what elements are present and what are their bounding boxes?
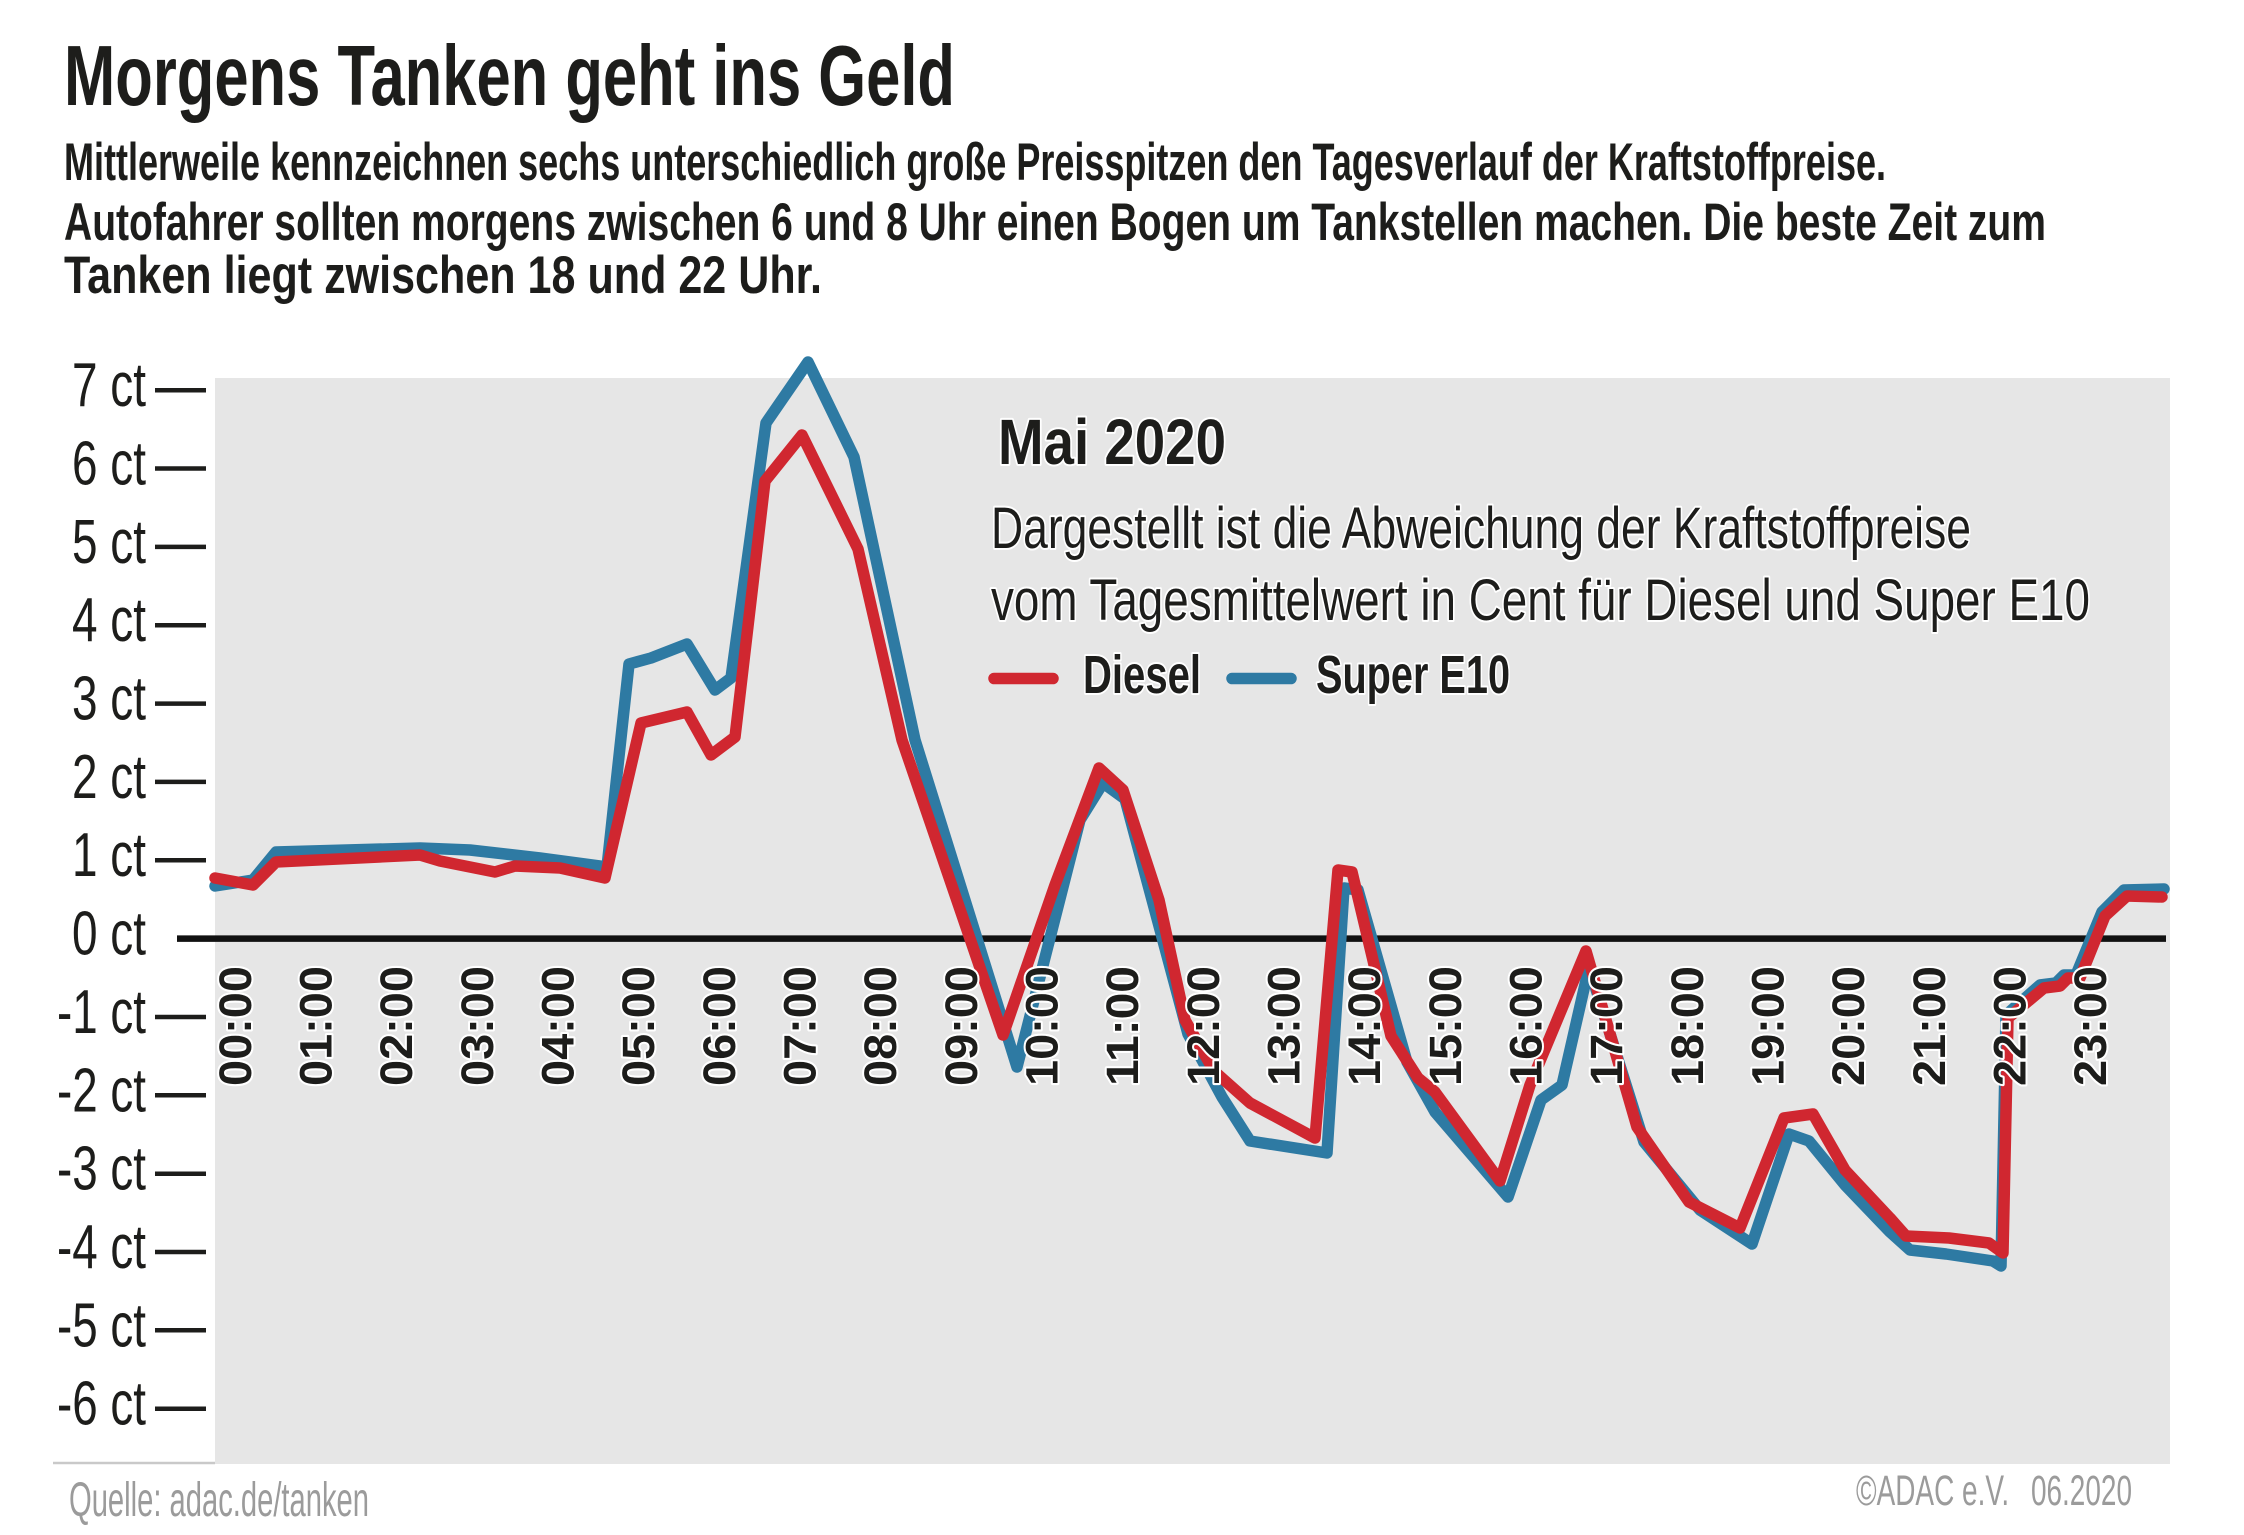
- svg-text:5 ct: 5 ct: [72, 508, 146, 577]
- svg-text:vom Tagesmittelwert in Cent fü: vom Tagesmittelwert in Cent für Diesel u…: [991, 568, 2090, 633]
- svg-text:18:00: 18:00: [1662, 966, 1713, 1086]
- svg-text:05:00: 05:00: [613, 966, 664, 1086]
- svg-text:Tanken liegt zwischen 18 und 2: Tanken liegt zwischen 18 und 22 Uhr.: [64, 246, 822, 305]
- svg-text:-2 ct: -2 ct: [57, 1056, 146, 1125]
- svg-text:Morgens Tanken geht ins Geld: Morgens Tanken geht ins Geld: [64, 29, 955, 124]
- svg-text:6 ct: 6 ct: [72, 430, 146, 499]
- svg-text:01:00: 01:00: [291, 966, 342, 1086]
- svg-text:0 ct: 0 ct: [72, 900, 146, 969]
- svg-text:09:00: 09:00: [936, 966, 987, 1086]
- svg-text:Quelle: adac.de/tanken: Quelle: adac.de/tanken: [69, 1474, 369, 1527]
- svg-text:06:00: 06:00: [694, 966, 745, 1086]
- svg-text:Dargestellt ist die Abweichung: Dargestellt ist die Abweichung der Kraft…: [991, 496, 1971, 561]
- svg-text:4 ct: 4 ct: [72, 586, 146, 655]
- svg-text:3 ct: 3 ct: [72, 665, 146, 734]
- svg-text:14:00: 14:00: [1339, 966, 1390, 1086]
- svg-text:23:00: 23:00: [2065, 966, 2116, 1086]
- svg-text:17:00: 17:00: [1581, 966, 1632, 1086]
- svg-text:Mittlerweile kennzeichnen sech: Mittlerweile kennzeichnen sechs untersch…: [64, 133, 1886, 192]
- svg-text:13:00: 13:00: [1259, 966, 1310, 1086]
- svg-text:-4 ct: -4 ct: [57, 1213, 146, 1282]
- svg-text:Super E10: Super E10: [1316, 645, 1510, 705]
- svg-text:Diesel: Diesel: [1083, 645, 1201, 705]
- svg-text:07:00: 07:00: [775, 966, 826, 1086]
- svg-text:16:00: 16:00: [1501, 966, 1552, 1086]
- svg-text:Autofahrer sollten morgens zwi: Autofahrer sollten morgens zwischen 6 un…: [64, 193, 2046, 252]
- svg-text:00:00: 00:00: [210, 966, 261, 1086]
- svg-text:04:00: 04:00: [533, 966, 584, 1086]
- svg-text:©ADAC e.V. 06.2020: ©ADAC e.V. 06.2020: [1856, 1467, 2132, 1515]
- svg-text:Mai 2020: Mai 2020: [998, 406, 1226, 478]
- svg-text:1 ct: 1 ct: [72, 821, 146, 890]
- svg-text:08:00: 08:00: [855, 966, 906, 1086]
- svg-text:21:00: 21:00: [1904, 966, 1955, 1086]
- svg-text:19:00: 19:00: [1743, 966, 1794, 1086]
- svg-text:2 ct: 2 ct: [72, 743, 146, 812]
- svg-text:03:00: 03:00: [452, 966, 503, 1086]
- svg-text:12:00: 12:00: [1178, 966, 1229, 1086]
- svg-text:-3 ct: -3 ct: [57, 1135, 146, 1204]
- svg-text:02:00: 02:00: [371, 966, 422, 1086]
- svg-text:11:00: 11:00: [1097, 966, 1148, 1086]
- svg-text:15:00: 15:00: [1420, 966, 1471, 1086]
- svg-text:-1 ct: -1 ct: [57, 978, 146, 1047]
- svg-text:7 ct: 7 ct: [72, 351, 146, 420]
- svg-text:20:00: 20:00: [1823, 966, 1874, 1086]
- svg-text:22:00: 22:00: [1985, 966, 2036, 1086]
- svg-text:-6 ct: -6 ct: [57, 1370, 146, 1439]
- svg-text:-5 ct: -5 ct: [57, 1291, 146, 1360]
- svg-text:10:00: 10:00: [1017, 966, 1068, 1086]
